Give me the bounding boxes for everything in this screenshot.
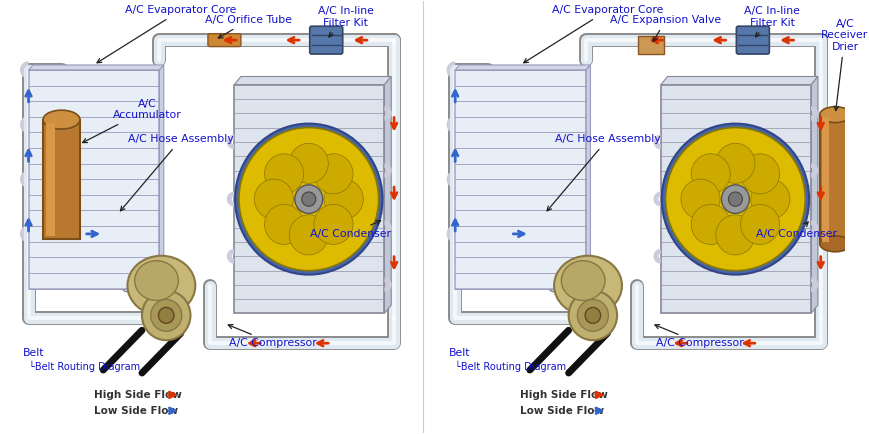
Text: Low Side Flow: Low Side Flow [520, 406, 604, 416]
FancyBboxPatch shape [735, 26, 768, 54]
Ellipse shape [43, 110, 80, 129]
Circle shape [740, 204, 779, 244]
Text: High Side Flow: High Side Flow [93, 390, 181, 400]
FancyBboxPatch shape [454, 70, 586, 289]
Circle shape [235, 124, 382, 275]
Text: A/C Hose Assembly: A/C Hose Assembly [120, 135, 233, 211]
Bar [819, 115, 850, 244]
Polygon shape [586, 65, 590, 289]
Circle shape [715, 215, 754, 255]
Circle shape [295, 185, 322, 214]
Circle shape [577, 299, 607, 331]
Text: A/C Compressor: A/C Compressor [228, 325, 316, 348]
Circle shape [568, 290, 616, 340]
Circle shape [585, 307, 600, 323]
Text: A/C Condenser: A/C Condenser [309, 220, 390, 239]
FancyBboxPatch shape [208, 34, 241, 46]
Text: └Belt Routing Diagram: └Belt Routing Diagram [29, 361, 140, 372]
Text: A/C Evaporator Core: A/C Evaporator Core [97, 5, 236, 63]
Text: └Belt Routing Diagram: └Belt Routing Diagram [454, 361, 566, 372]
Circle shape [665, 128, 805, 271]
Bar [43, 120, 80, 239]
Bar [46, 123, 55, 236]
Circle shape [715, 143, 754, 184]
Circle shape [254, 179, 293, 219]
Circle shape [289, 143, 328, 184]
Text: High Side Flow: High Side Flow [520, 390, 607, 400]
Bar [820, 117, 827, 242]
Circle shape [324, 179, 362, 219]
Bar [234, 85, 384, 313]
Circle shape [239, 128, 378, 271]
Circle shape [264, 154, 303, 194]
Circle shape [720, 185, 748, 214]
FancyBboxPatch shape [309, 26, 342, 54]
Ellipse shape [127, 256, 196, 316]
Polygon shape [454, 65, 590, 70]
Ellipse shape [561, 261, 604, 300]
Circle shape [302, 192, 315, 206]
Text: Belt: Belt [449, 348, 470, 358]
Bar [660, 85, 810, 313]
Circle shape [314, 154, 353, 194]
Text: Belt: Belt [23, 348, 44, 358]
Text: A/C In-line
Filter Kit: A/C In-line Filter Kit [317, 7, 373, 37]
Circle shape [680, 179, 720, 219]
Text: A/C
Receiver
Drier: A/C Receiver Drier [820, 19, 867, 111]
Text: A/C Orifice Tube: A/C Orifice Tube [205, 15, 292, 38]
Polygon shape [810, 76, 817, 313]
Ellipse shape [819, 107, 850, 123]
Text: A/C
Accumulator: A/C Accumulator [83, 99, 181, 142]
Circle shape [158, 307, 174, 323]
Circle shape [314, 204, 353, 244]
Text: A/C Condenser: A/C Condenser [755, 222, 836, 239]
Text: A/C Hose Assembly: A/C Hose Assembly [547, 135, 660, 211]
Ellipse shape [554, 256, 621, 316]
Circle shape [727, 192, 741, 206]
Polygon shape [29, 65, 163, 70]
Text: A/C Evaporator Core: A/C Evaporator Core [523, 5, 662, 63]
Circle shape [150, 299, 182, 331]
Polygon shape [234, 76, 391, 85]
Text: A/C In-line
Filter Kit: A/C In-line Filter Kit [744, 7, 799, 37]
Polygon shape [384, 76, 391, 313]
Circle shape [142, 290, 190, 340]
Text: A/C Expansion Valve: A/C Expansion Valve [609, 15, 720, 42]
Circle shape [690, 204, 729, 244]
FancyBboxPatch shape [638, 36, 663, 54]
Ellipse shape [135, 261, 178, 300]
Polygon shape [660, 76, 817, 85]
Text: A/C Compressor: A/C Compressor [654, 325, 742, 348]
Circle shape [264, 204, 303, 244]
Text: Low Side Flow: Low Side Flow [93, 406, 177, 416]
Circle shape [750, 179, 789, 219]
Circle shape [690, 154, 729, 194]
Circle shape [740, 154, 779, 194]
Circle shape [289, 215, 328, 255]
Circle shape [661, 124, 808, 275]
FancyBboxPatch shape [29, 70, 159, 289]
Ellipse shape [819, 236, 850, 252]
Polygon shape [159, 65, 163, 289]
